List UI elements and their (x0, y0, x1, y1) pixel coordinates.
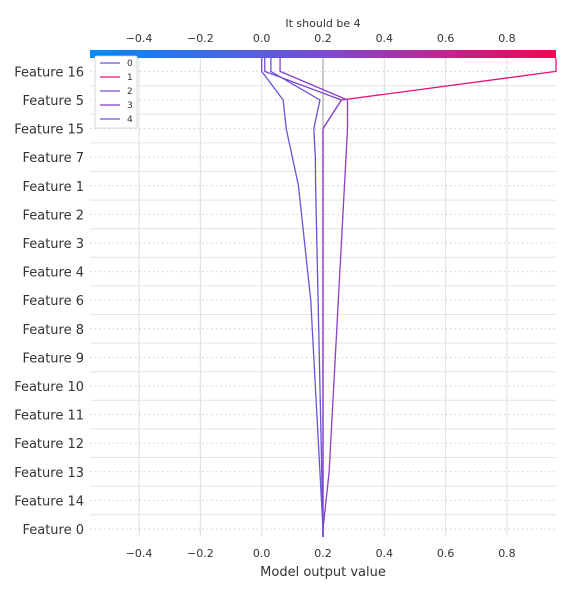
bottom-tick-label: −0.2 (187, 547, 214, 560)
top-tick-label: −0.4 (126, 32, 153, 45)
feature-label: Feature 8 (22, 323, 84, 338)
legend-frame (94, 55, 138, 129)
top-tick-label: 0.8 (498, 32, 516, 45)
feature-label: Feature 11 (14, 409, 84, 424)
feature-label: Feature 12 (14, 437, 84, 452)
series-lines (261, 58, 557, 537)
top-tick-label: 0.2 (314, 32, 332, 45)
series-line-1 (322, 58, 557, 537)
feature-label: Feature 7 (22, 151, 84, 166)
feature-label: Feature 5 (22, 94, 84, 109)
legend: 0 1 2 3 4 (94, 55, 138, 129)
feature-label: Feature 2 (22, 208, 84, 223)
top-tick-label: 0.0 (253, 32, 271, 45)
feature-label: Feature 3 (22, 237, 84, 252)
bottom-tick-label: 0.4 (376, 547, 394, 560)
feature-label: Feature 10 (14, 380, 84, 395)
top-tick-label: 0.4 (376, 32, 394, 45)
series-line-0 (261, 58, 324, 537)
legend-label-3: 3 (127, 101, 133, 111)
bottom-tick-label: 0.2 (314, 547, 332, 560)
bottom-tick-label: 0.6 (437, 547, 455, 560)
chart-title: It should be 4 (285, 17, 360, 30)
top-tick-label: −0.2 (187, 32, 214, 45)
feature-label: Feature 6 (22, 294, 84, 309)
feature-label: Feature 14 (14, 494, 84, 509)
legend-items: 0 1 2 3 4 (100, 59, 133, 125)
series-line-4 (270, 58, 324, 537)
legend-label-2: 2 (127, 87, 133, 97)
feature-labels: Feature 0 Feature 14 Feature 13 Feature 12 F… (14, 65, 84, 538)
bottom-tick-labels: −0.4 −0.2 0.0 0.2 0.4 0.6 0.8 (126, 547, 516, 560)
series-line-3 (279, 58, 349, 537)
colorbar (90, 50, 556, 58)
feature-label: Feature 9 (22, 351, 84, 366)
feature-label: Feature 15 (14, 123, 84, 138)
bottom-tick-label: 0.8 (498, 547, 516, 560)
top-tick-label: 0.6 (437, 32, 455, 45)
feature-label: Feature 13 (14, 466, 84, 481)
bottom-tick-label: −0.4 (126, 547, 153, 560)
bottom-tick-label: 0.0 (253, 547, 271, 560)
top-tick-labels: −0.4 −0.2 0.0 0.2 0.4 0.6 0.8 (126, 32, 516, 45)
x-axis-label: Model output value (260, 565, 386, 580)
legend-label-0: 0 (127, 59, 133, 69)
legend-label-1: 1 (127, 73, 133, 83)
series-line-2 (264, 58, 343, 537)
feature-label: Feature 16 (14, 65, 84, 80)
feature-label: Feature 4 (22, 266, 84, 281)
legend-label-4: 4 (127, 115, 133, 125)
feature-label: Feature 0 (22, 523, 84, 538)
feature-label: Feature 1 (22, 180, 84, 195)
